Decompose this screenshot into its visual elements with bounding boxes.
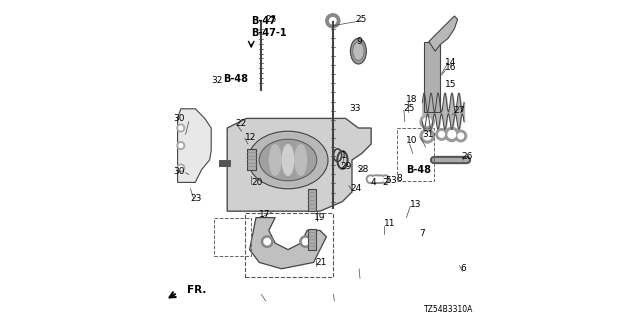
Bar	[246, 149, 255, 170]
PathPatch shape	[227, 118, 371, 211]
Text: 31: 31	[422, 130, 434, 139]
Bar	[307, 229, 317, 250]
Ellipse shape	[282, 144, 294, 176]
Text: 11: 11	[384, 220, 396, 228]
Text: 4: 4	[371, 178, 376, 187]
Ellipse shape	[353, 42, 364, 60]
Circle shape	[366, 175, 375, 183]
Circle shape	[330, 18, 336, 24]
Text: 32: 32	[211, 76, 223, 84]
Text: 17: 17	[259, 210, 271, 219]
Circle shape	[372, 177, 378, 181]
Bar	[214, 218, 252, 256]
Bar	[397, 128, 434, 181]
PathPatch shape	[178, 109, 211, 182]
Circle shape	[376, 175, 385, 183]
Text: 29: 29	[340, 162, 352, 171]
Text: 16: 16	[445, 63, 456, 72]
Circle shape	[177, 124, 185, 132]
Text: 8: 8	[397, 174, 403, 183]
Circle shape	[303, 238, 309, 245]
Text: 9: 9	[357, 37, 362, 46]
Ellipse shape	[248, 131, 328, 189]
Circle shape	[448, 131, 456, 138]
Circle shape	[179, 144, 183, 148]
Circle shape	[262, 236, 273, 247]
Text: 7: 7	[419, 229, 425, 238]
Text: 2: 2	[383, 178, 388, 187]
Text: 25: 25	[266, 15, 277, 24]
Text: 25: 25	[355, 15, 367, 24]
Text: TZ54B3310A: TZ54B3310A	[424, 305, 474, 314]
Text: 28: 28	[358, 165, 369, 174]
Circle shape	[326, 14, 340, 28]
Text: 10: 10	[406, 136, 418, 145]
Circle shape	[439, 132, 445, 137]
Text: 13: 13	[410, 200, 421, 209]
Circle shape	[424, 132, 431, 140]
Ellipse shape	[259, 139, 317, 181]
Circle shape	[368, 177, 372, 181]
Bar	[307, 189, 317, 211]
Bar	[245, 213, 333, 277]
Text: 12: 12	[245, 133, 256, 142]
Circle shape	[264, 238, 270, 245]
Text: 21: 21	[315, 258, 326, 267]
Text: 1: 1	[340, 151, 346, 160]
Circle shape	[383, 177, 388, 181]
Circle shape	[177, 164, 185, 172]
Circle shape	[371, 175, 380, 183]
Ellipse shape	[351, 38, 367, 64]
Circle shape	[375, 177, 380, 181]
Circle shape	[424, 118, 431, 125]
Text: 26: 26	[461, 152, 473, 161]
Circle shape	[420, 129, 435, 143]
Text: B-48: B-48	[406, 164, 431, 175]
Circle shape	[420, 115, 435, 129]
Text: 19: 19	[314, 213, 325, 222]
Text: 20: 20	[251, 178, 262, 187]
Circle shape	[374, 175, 382, 183]
PathPatch shape	[429, 16, 458, 51]
Text: B-48: B-48	[223, 74, 248, 84]
Text: 15: 15	[445, 80, 456, 89]
Text: 24: 24	[351, 184, 362, 193]
Circle shape	[179, 126, 183, 130]
Circle shape	[445, 127, 459, 141]
Text: FR.: FR.	[187, 284, 207, 295]
Circle shape	[458, 133, 463, 139]
Circle shape	[177, 142, 185, 149]
Circle shape	[300, 236, 312, 247]
Text: 27: 27	[453, 106, 465, 115]
Circle shape	[381, 175, 389, 183]
PathPatch shape	[250, 218, 326, 269]
Text: 22: 22	[236, 119, 246, 128]
Circle shape	[378, 177, 383, 181]
Text: 30: 30	[174, 167, 185, 176]
Circle shape	[179, 166, 183, 170]
Text: 18: 18	[406, 95, 418, 104]
Circle shape	[455, 130, 467, 142]
Text: 5: 5	[385, 176, 391, 185]
Text: 23: 23	[191, 194, 202, 203]
Text: 25: 25	[403, 104, 415, 113]
Text: B-47
B-47-1: B-47 B-47-1	[251, 16, 287, 38]
Text: 3: 3	[390, 176, 396, 185]
Text: 30: 30	[174, 114, 185, 123]
Ellipse shape	[294, 144, 307, 176]
Bar	[424, 42, 440, 112]
Ellipse shape	[269, 144, 282, 176]
Text: 14: 14	[445, 58, 456, 67]
Text: 33: 33	[349, 104, 360, 113]
Circle shape	[436, 129, 447, 140]
Text: 6: 6	[461, 264, 467, 273]
